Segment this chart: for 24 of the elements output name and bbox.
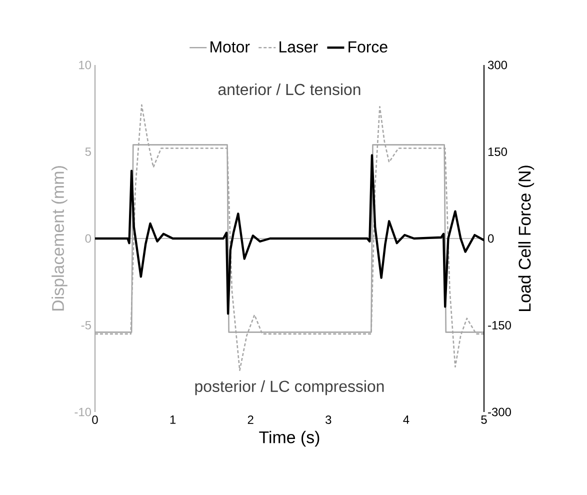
y-axis-title: Displacement (mm) <box>52 166 68 311</box>
y-tick-label: -5 <box>81 321 91 330</box>
y2-tick-label: -150 <box>488 321 511 330</box>
y-tick-label: 10 <box>79 60 92 70</box>
x-tick-label: 2 <box>248 416 254 424</box>
y2-tick-label: 300 <box>488 60 508 70</box>
legend-label: Motor <box>210 41 250 53</box>
x-axis-title: Time (s) <box>259 430 320 447</box>
y2-tick-label: -300 <box>488 408 511 416</box>
annotation: anterior / LC tension <box>218 83 360 96</box>
annotation: posterior / LC compression <box>195 380 384 396</box>
x-tick-label: 4 <box>403 416 410 424</box>
x-tick-label: 1 <box>170 416 176 424</box>
x-tick-label: 0 <box>92 416 98 424</box>
y-tick-label: 0 <box>85 234 92 243</box>
legend-label: Laser <box>280 41 318 53</box>
y-tick-label: 5 <box>85 148 91 156</box>
y2-tick-label: 0 <box>488 234 494 243</box>
x-tick-label: 3 <box>326 416 332 424</box>
x-tick-label: 5 <box>481 416 487 424</box>
legend-label: Force <box>348 41 388 53</box>
y2-axis-title: Load Cell Force (N) <box>518 166 534 311</box>
y-tick-label: -10 <box>74 408 92 416</box>
y2-tick-label: 150 <box>488 148 508 156</box>
